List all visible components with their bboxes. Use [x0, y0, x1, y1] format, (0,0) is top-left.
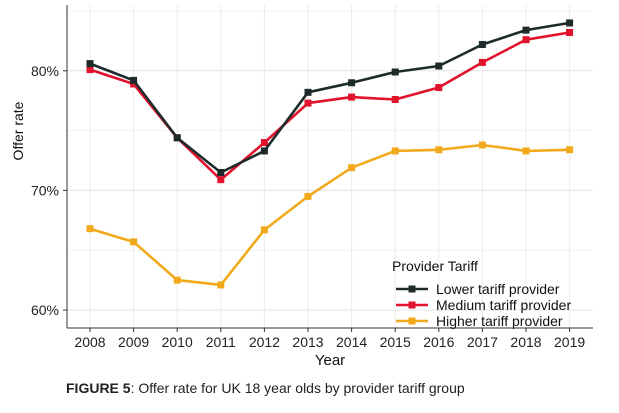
x-tick-label: 2017: [467, 334, 498, 350]
data-point: [86, 66, 94, 74]
legend-label: Medium tariff provider: [436, 297, 571, 313]
data-point: [348, 93, 356, 101]
legend-swatch-marker: [408, 301, 416, 309]
data-point: [217, 176, 225, 184]
x-tick-label: 2014: [336, 334, 367, 350]
y-axis-title: Offer rate: [10, 101, 26, 160]
data-point: [130, 76, 138, 84]
x-tick-labels: 2008 2009 2010 2011 2012 2013 2014 2015 2016 2017…: [74, 328, 585, 350]
data-point: [348, 79, 356, 87]
y-tick-label: 80%: [31, 63, 59, 79]
x-tick-label: 2010: [162, 334, 193, 350]
data-point: [435, 84, 443, 92]
series-line: [88, 143, 571, 287]
data-point: [260, 226, 268, 234]
axes: [66, 5, 593, 329]
x-tick-label: 2013: [292, 334, 323, 350]
data-point: [391, 68, 399, 76]
grid: [67, 5, 593, 328]
x-tick-label: 2016: [423, 334, 454, 350]
data-point: [522, 36, 530, 44]
legend-swatch-marker: [408, 317, 416, 325]
figure-caption-text: : Offer rate for UK 18 year olds by prov…: [130, 380, 465, 396]
data-point: [391, 96, 399, 104]
series-lines: [86, 19, 574, 289]
data-point: [566, 146, 574, 154]
data-point: [435, 62, 443, 70]
data-point: [435, 146, 443, 154]
x-axis-title: Year: [315, 352, 345, 369]
x-tick-label: 2018: [510, 334, 541, 350]
x-tick-label: 2011: [206, 334, 236, 350]
legend-label: Higher tariff provider: [436, 313, 563, 329]
offer-rate-chart: 60%70%80% 2008 2009 2010 2011 2012 2013 2014 20…: [10, 5, 593, 369]
data-point: [217, 168, 225, 176]
data-point: [391, 147, 399, 155]
data-point: [86, 225, 94, 233]
data-point: [566, 29, 574, 37]
figure-caption-label: FIGURE 5: [66, 380, 131, 396]
legend-label: Lower tariff provider: [436, 281, 560, 297]
data-point: [130, 238, 138, 246]
data-point: [173, 276, 181, 284]
x-tick-label: 2009: [118, 334, 149, 350]
x-tick-label: 2012: [249, 334, 280, 350]
data-point: [86, 60, 94, 68]
data-point: [566, 19, 574, 27]
legend-title: Provider Tariff: [392, 258, 478, 274]
data-point: [478, 58, 486, 66]
data-point: [478, 141, 486, 149]
data-point: [522, 26, 530, 34]
y-tick-labels: 60% 70% 80%: [31, 63, 67, 318]
data-point: [304, 88, 312, 96]
y-tick-label: 60%: [31, 302, 59, 318]
y-tick-label: 70%: [31, 182, 59, 198]
data-point: [478, 40, 486, 48]
x-tick-label: 2019: [554, 334, 585, 350]
data-point: [304, 192, 312, 200]
data-point: [217, 281, 225, 289]
figure-caption: FIGURE 5: Offer rate for UK 18 year olds…: [66, 380, 465, 396]
series-line: [88, 21, 571, 174]
data-point: [173, 134, 181, 142]
data-point: [522, 147, 530, 155]
data-point: [260, 139, 268, 147]
legend: Provider Tariff Lower tariff providerMed…: [392, 258, 571, 329]
legend-swatch-marker: [408, 285, 416, 293]
data-point: [348, 164, 356, 172]
x-tick-label: 2015: [380, 334, 411, 350]
data-point: [260, 147, 268, 155]
data-point: [130, 80, 138, 88]
x-tick-label: 2008: [74, 334, 105, 350]
data-point: [304, 99, 312, 107]
series-line: [88, 31, 571, 181]
